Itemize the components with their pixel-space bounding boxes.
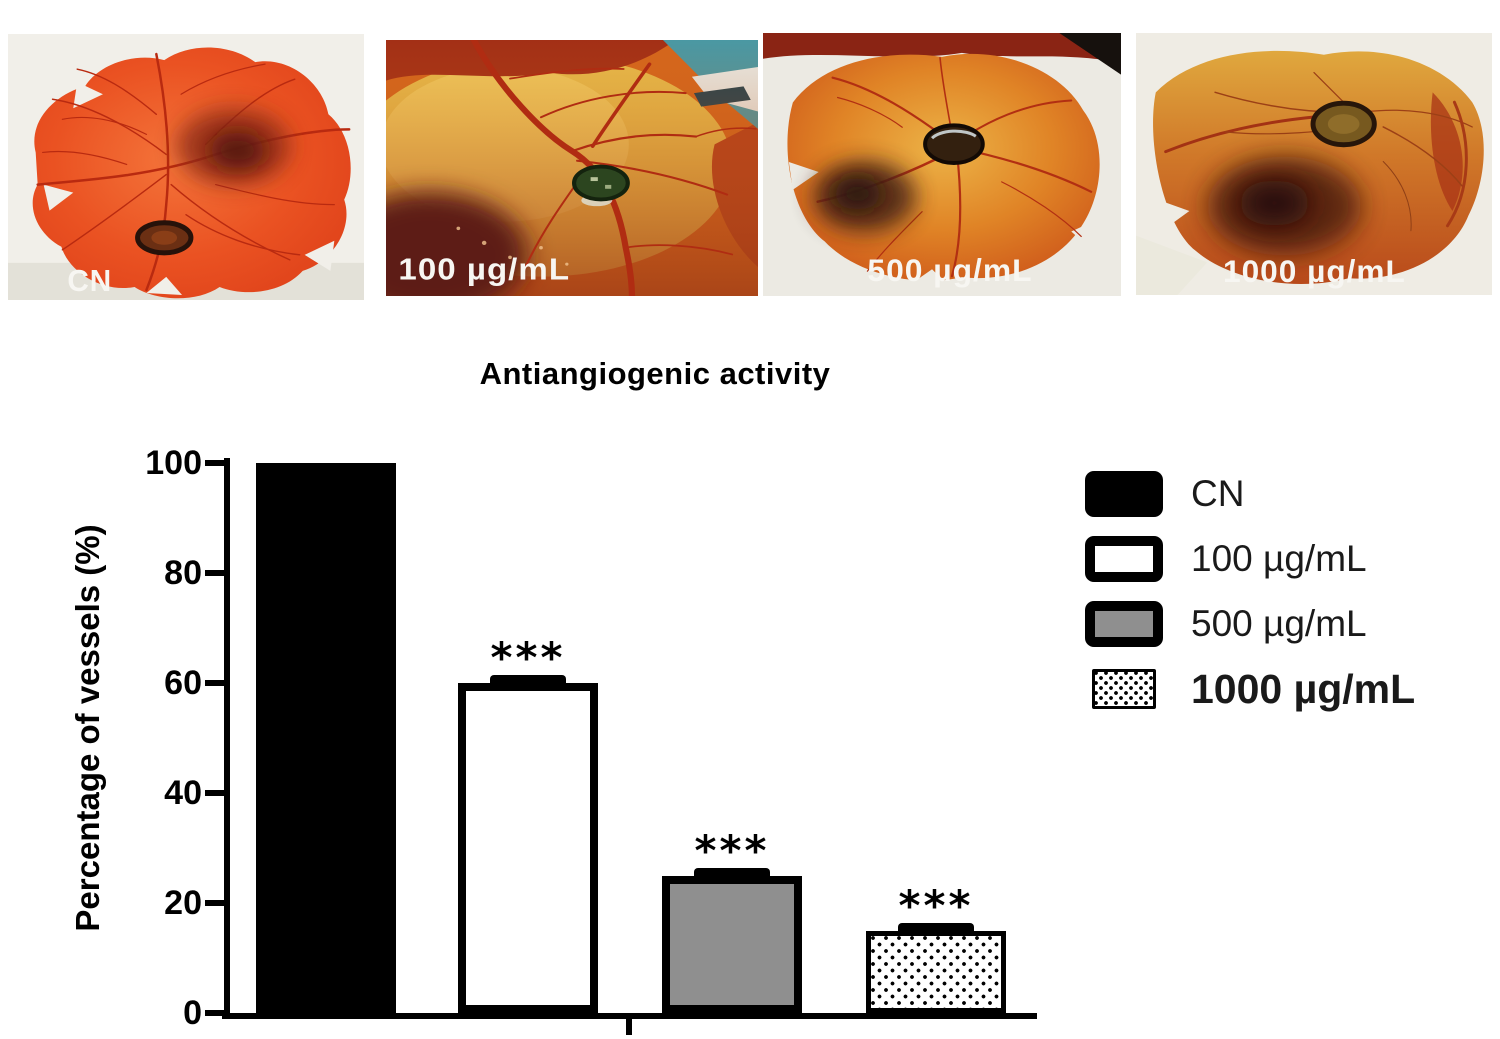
photo-label: CN: [67, 265, 112, 298]
significance-stars: ***: [694, 825, 770, 875]
legend-label: 500 µg/mL: [1191, 603, 1367, 644]
sample-pellet: [1310, 100, 1377, 148]
cam-photo-500: 500 µg/mL: [763, 33, 1121, 296]
significance-stars: ***: [490, 633, 566, 682]
cam-photo: 100 µg/mL: [386, 40, 758, 296]
cam-photo: 500 µg/mL: [763, 33, 1121, 296]
sample-pellet: [923, 123, 985, 165]
cam-photo-100: 100 µg/mL: [386, 40, 758, 296]
sample-pellet: [572, 164, 630, 207]
bar: [866, 930, 1006, 1013]
y-tick-mark: [205, 460, 224, 466]
cam-photo-1000: 1000 µg/mL: [1136, 33, 1492, 295]
photo-label: 500 µg/mL: [867, 252, 1032, 288]
photo-label: 100 µg/mL: [398, 252, 570, 287]
y-tick-label: 100: [145, 444, 202, 482]
legend-label: CN: [1191, 473, 1245, 514]
hemorrhage-spot: [812, 161, 917, 233]
legend-item-100: 100 µg/mL: [1085, 535, 1415, 583]
legend-label: 1000 µg/mL: [1191, 665, 1416, 712]
chart-title: Antiangiogenic activity: [479, 356, 831, 391]
legend-swatch: [1085, 601, 1163, 647]
legend-swatch: [1092, 669, 1156, 709]
y-tick-mark: [205, 790, 224, 796]
cam-membrane: [32, 47, 351, 299]
legend-item-cn: CN: [1085, 470, 1415, 518]
legend-item-500: 500 µg/mL: [1085, 600, 1415, 648]
light-specks: [456, 226, 569, 266]
bar: [458, 683, 598, 1013]
y-tick-label: 60: [164, 664, 202, 702]
eggshell-fragment: [1136, 235, 1208, 295]
x-axis-tick: [626, 1019, 632, 1035]
cam-photo-cn: CN: [8, 34, 364, 300]
y-tick-label: 40: [164, 774, 202, 812]
legend-item-1000: 1000 µg/mL: [1085, 665, 1415, 713]
legend-swatch: [1085, 536, 1163, 582]
legend-label: 100 µg/mL: [1191, 538, 1367, 579]
y-tick-mark: [205, 900, 224, 906]
hemorrhage-spot: [1207, 156, 1362, 256]
chart-legend: CN 100 µg/mL 500 µg/mL 1000 µg/mL: [1085, 470, 1415, 730]
dark-membrane-region: [386, 191, 528, 296]
x-axis-line: [222, 1013, 1037, 1019]
cam-photo: CN: [8, 34, 364, 300]
y-axis-title: Percentage of vessels (%): [69, 524, 106, 932]
y-tick-label: 80: [164, 554, 202, 592]
y-tick-mark: [205, 680, 224, 686]
y-tick-label: 0: [183, 994, 202, 1032]
cam-photo: 1000 µg/mL: [1136, 33, 1492, 295]
sample-pellet: [135, 220, 194, 256]
y-axis-line: [224, 458, 230, 1019]
hemorrhage-spot: [176, 108, 291, 185]
photo-label: 1000 µg/mL: [1223, 253, 1406, 289]
y-tick-mark: [205, 1010, 224, 1016]
y-tick-mark: [205, 570, 224, 576]
y-tick-label: 20: [164, 884, 202, 922]
legend-swatch: [1085, 471, 1163, 517]
significance-stars: ***: [898, 880, 974, 930]
bar: [662, 875, 802, 1013]
bar: [256, 463, 396, 1013]
